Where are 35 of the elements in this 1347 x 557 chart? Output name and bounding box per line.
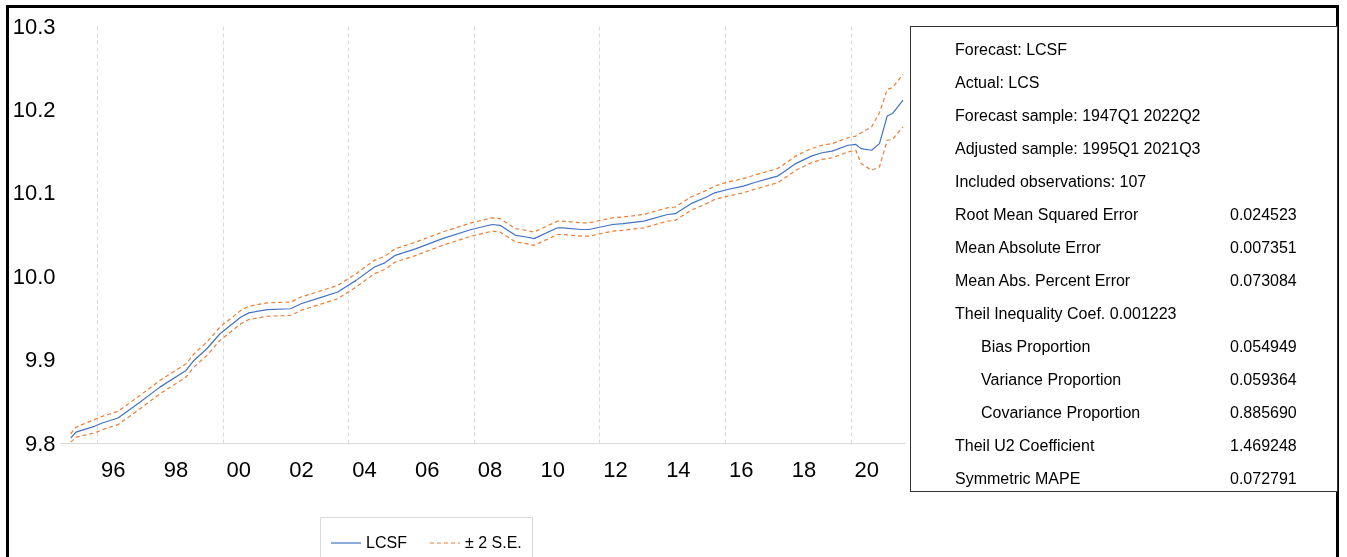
x-tick-label: 02 (289, 456, 314, 482)
text: Included observations: 107 (955, 173, 1147, 190)
text: Bias Proportion 0.054949 (981, 338, 1297, 355)
y-tick-label: 9.9 (24, 347, 56, 373)
text: Variance Proportion 0.059364 (981, 371, 1297, 388)
x-tick-label: 98 (163, 456, 189, 482)
x-tick-label: 04 (352, 456, 377, 482)
text: Adjusted sample: 1995Q1 2021Q3 (955, 140, 1201, 157)
legend-label: ± 2 S.E. (465, 534, 522, 551)
x-tick-label: 20 (854, 456, 880, 482)
x-tick-label: 16 (728, 456, 754, 482)
x-tick-label: 10 (540, 456, 566, 482)
x-tick-label: 18 (791, 456, 817, 482)
legend-label: LCSF (366, 534, 408, 551)
text: Covariance Proportion 0.885690 (981, 404, 1297, 421)
text: Mean Abs. Percent Error 0.073084 (955, 272, 1297, 289)
y-tick-label: 10.1 (12, 180, 56, 206)
x-tick-label: 12 (603, 456, 628, 482)
y-tick-label: 10.0 (12, 263, 56, 289)
x-tick-label: 00 (226, 456, 252, 482)
x-tick-label: 08 (477, 456, 503, 482)
text: Forecast sample: 1947Q1 2022Q2 (955, 107, 1201, 124)
text: Theil U2 Coefficient 1.469248 (955, 437, 1297, 454)
text: Actual: LCS (955, 74, 1040, 91)
x-tick-label: 96 (100, 456, 126, 482)
text: Theil Inequality Coef. 0.001223 (955, 305, 1177, 322)
text: Mean Absolute Error 0.007351 (955, 239, 1297, 256)
text: Forecast: LCSF (955, 41, 1068, 58)
x-tick-label: 06 (414, 456, 440, 482)
y-tick-label: 10.2 (12, 96, 56, 122)
y-tick-label: 9.8 (24, 430, 56, 456)
text: Root Mean Squared Error 0.024523 (955, 206, 1297, 223)
y-tick-label: 10.3 (12, 13, 56, 39)
text: Symmetric MAPE 0.072791 (955, 470, 1297, 487)
x-tick-label: 14 (666, 456, 691, 482)
